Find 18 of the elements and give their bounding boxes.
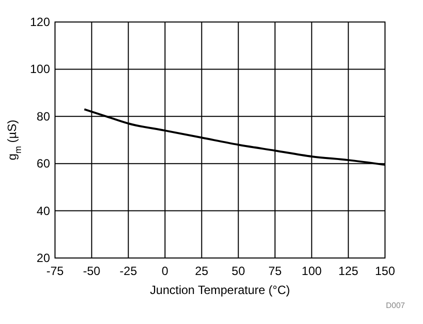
x-tick-label: 125	[338, 264, 359, 278]
y-tick-label: 60	[36, 156, 50, 171]
x-axis-title: Junction Temperature (°C)	[150, 283, 290, 297]
y-tick-label: 100	[30, 62, 50, 76]
text: D007	[386, 301, 406, 310]
x-tick-label: -50	[82, 264, 101, 278]
x-tick-label: 150	[374, 264, 396, 278]
y-tick-label: 20	[36, 251, 50, 265]
x-tick-label: 100	[302, 264, 322, 278]
y-tick-label: 120	[30, 15, 50, 29]
y-tick-label: 80	[36, 109, 50, 124]
x-tick-label: -25	[120, 264, 138, 278]
x-tick-label: 75	[268, 264, 282, 278]
x-tick-label: 0	[162, 264, 169, 278]
x-tick-label: 25	[194, 264, 209, 278]
x-tick-label: 50	[232, 264, 246, 278]
y-tick-label: 40	[36, 204, 50, 218]
x-tick-label: -75	[46, 264, 64, 278]
